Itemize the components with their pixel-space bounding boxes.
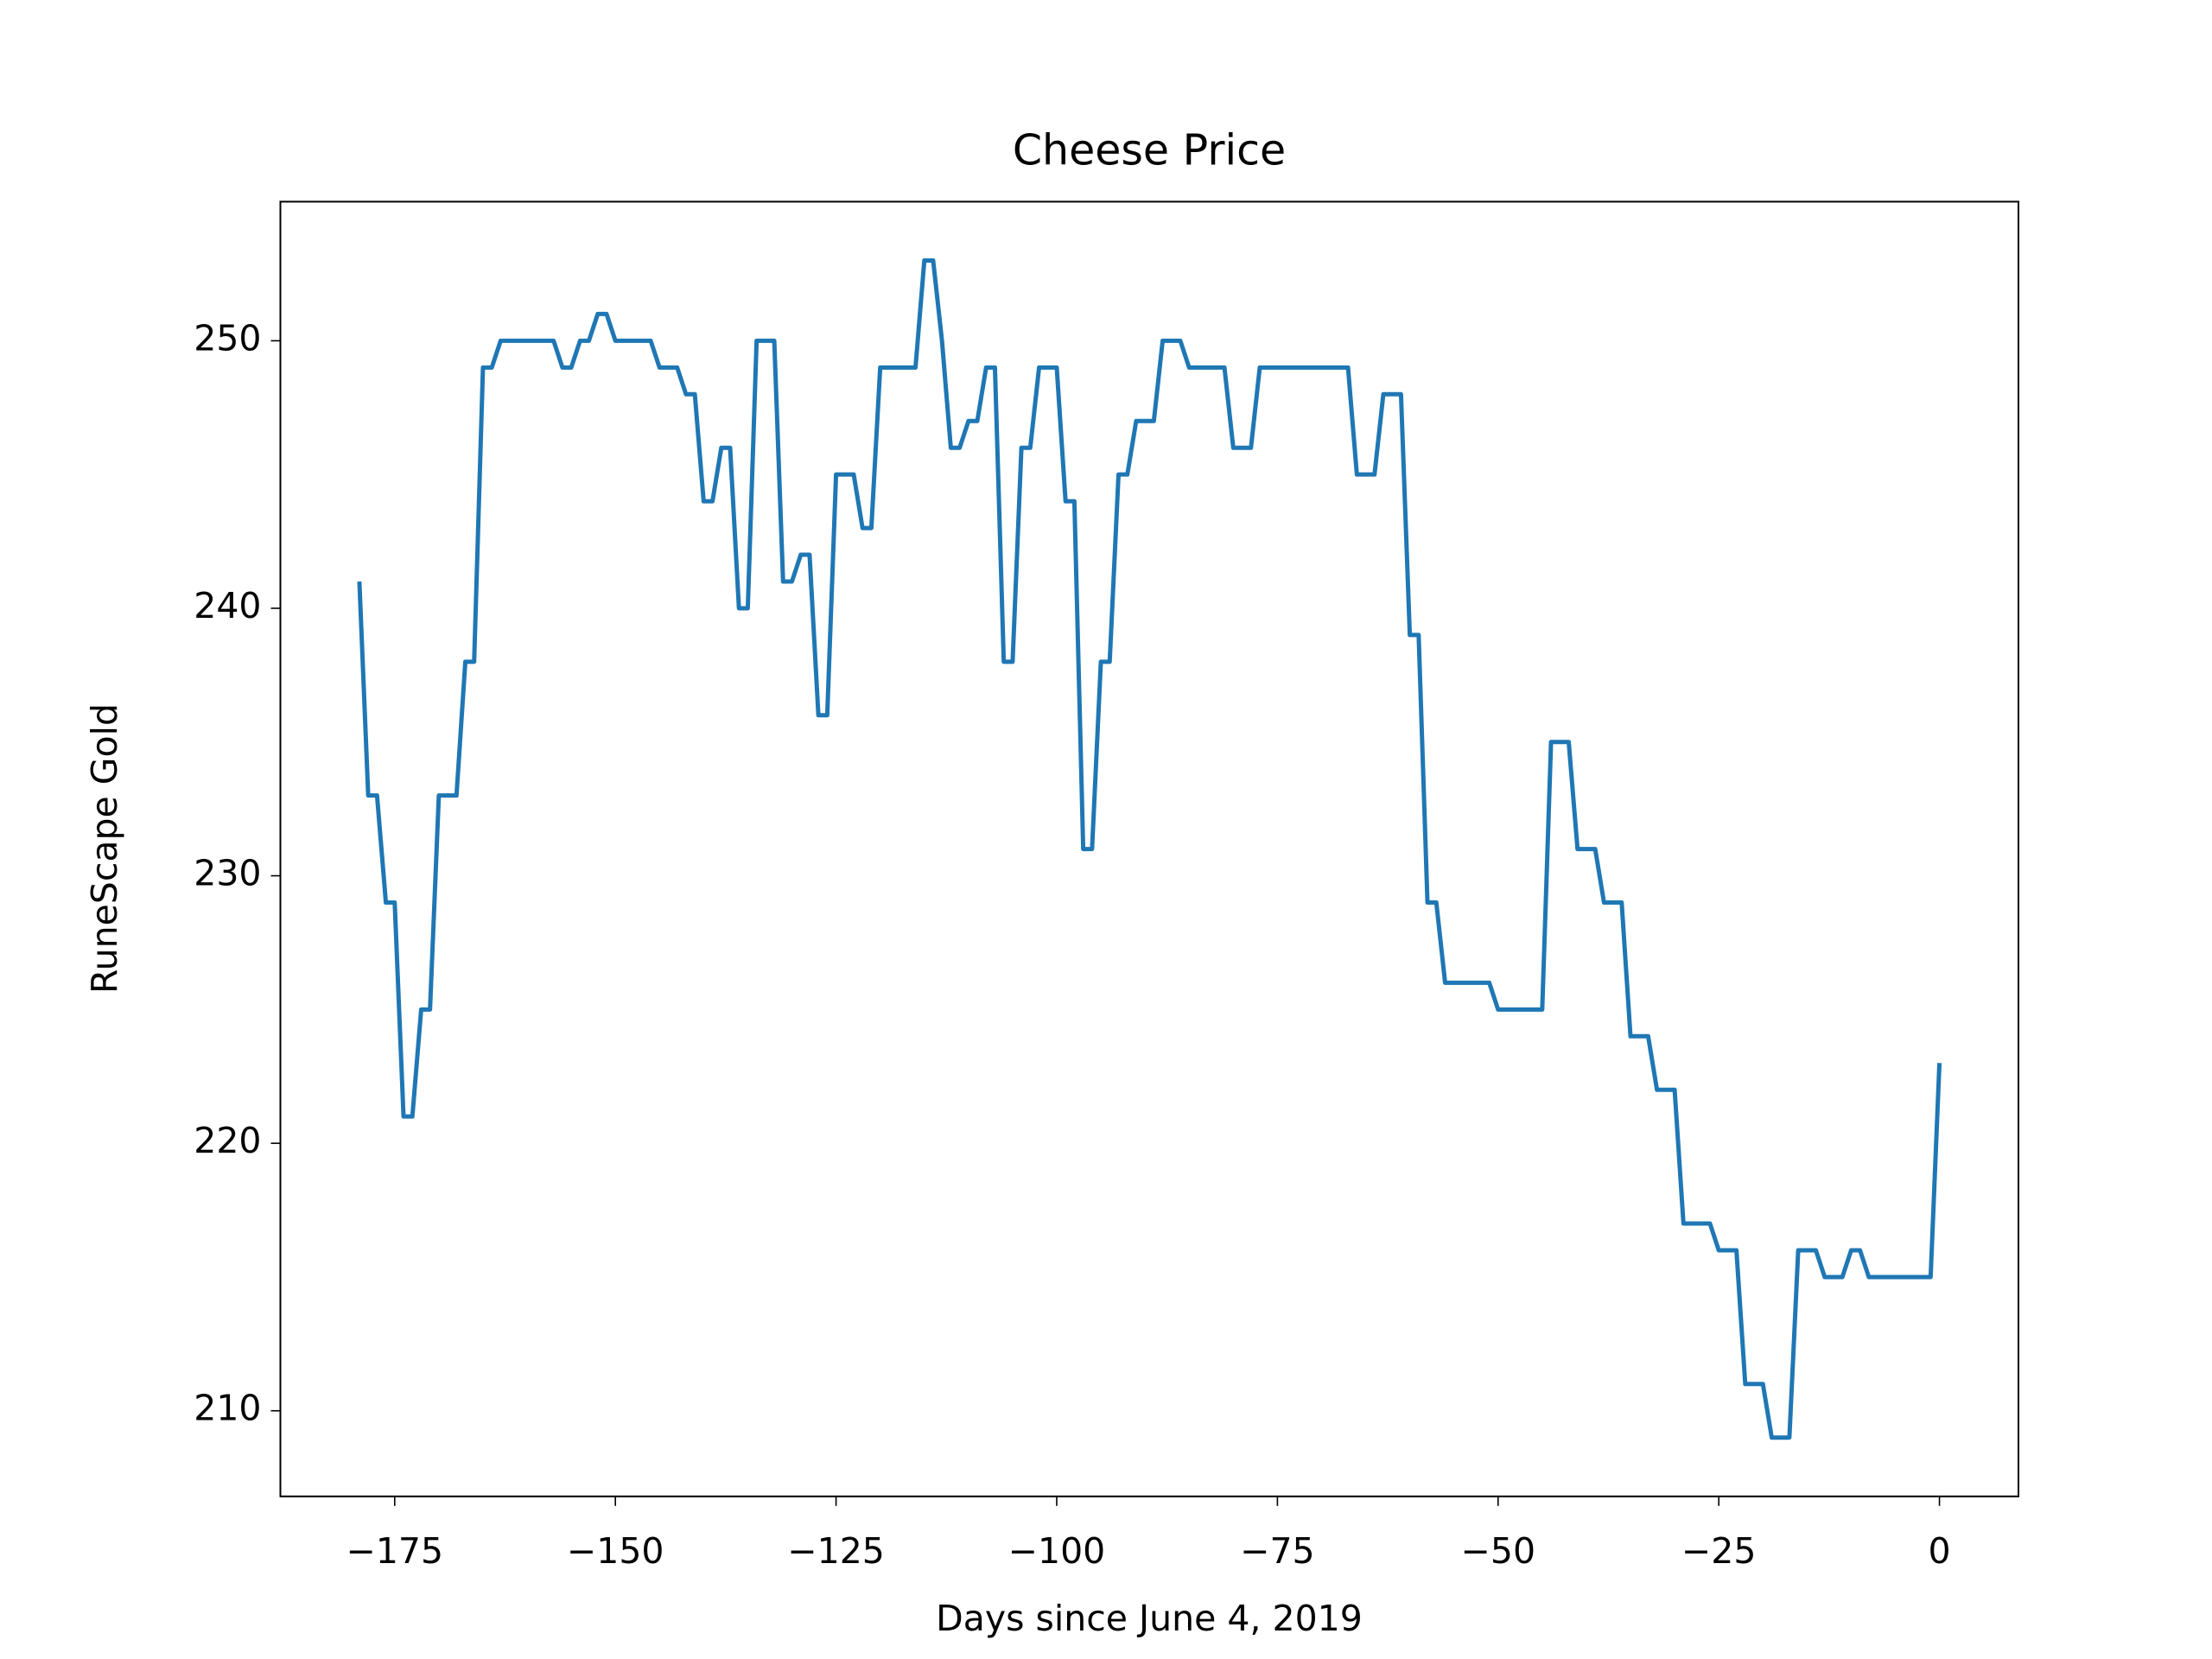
data-line: [357, 258, 1942, 1440]
y-tick-label: 210: [194, 1388, 261, 1429]
x-tick-label: −75: [1240, 1530, 1315, 1572]
chart-title: Cheese Price: [1013, 126, 1286, 175]
x-tick-label: −50: [1461, 1530, 1536, 1572]
x-tick-label: −150: [567, 1530, 664, 1572]
x-tick-label: −125: [787, 1530, 885, 1572]
plot-frame: [279, 200, 2019, 1497]
x-tick-label: −100: [1008, 1530, 1106, 1572]
y-tick-label: 250: [194, 317, 261, 359]
x-tick-label: 0: [1929, 1530, 1951, 1572]
x-axis-label: Days since June 4, 2019: [936, 1598, 1363, 1639]
y-tick-label: 240: [194, 585, 261, 626]
x-tick-label: −25: [1681, 1530, 1757, 1572]
y-axis-label: RuneScape Gold: [84, 703, 125, 994]
x-tick-label: −175: [346, 1530, 443, 1572]
y-tick-label: 230: [194, 853, 261, 894]
y-tick-label: 220: [194, 1120, 261, 1161]
